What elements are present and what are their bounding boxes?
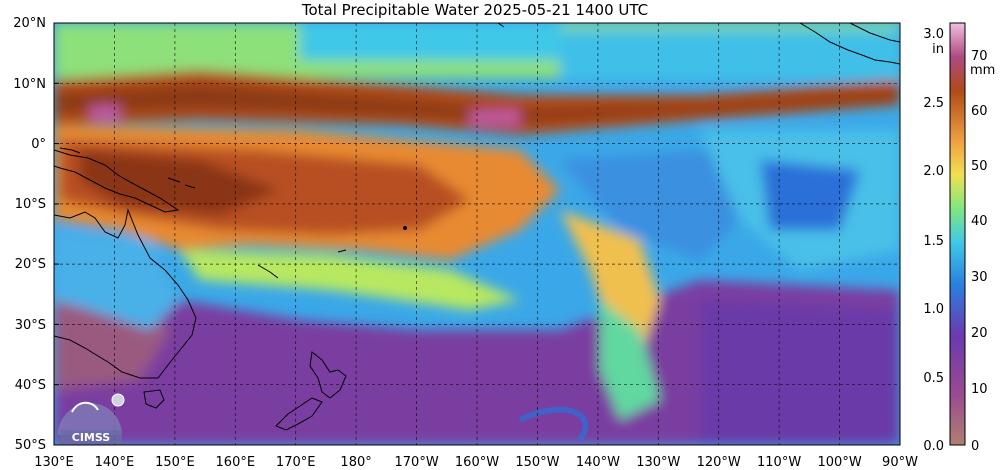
lon-label: 100°W xyxy=(818,455,862,470)
central-america-coast xyxy=(799,23,900,65)
new-caledonia-coast xyxy=(257,264,279,279)
mm-tick: 60 xyxy=(971,104,988,119)
map-frame xyxy=(53,22,901,446)
mm-tick: 70 xyxy=(971,49,988,64)
lat-label: 10°N xyxy=(13,77,46,92)
in-tick: 0.5 xyxy=(923,371,944,386)
logo-dome xyxy=(58,403,122,435)
in-tick: 2.5 xyxy=(923,96,944,111)
axis-ticks xyxy=(54,22,59,446)
logo-text: CIMSS xyxy=(72,431,111,444)
graticule xyxy=(54,23,900,445)
lat-label: 10°S xyxy=(15,197,46,212)
lon-label: 140°W xyxy=(576,455,620,470)
mm-tick: 20 xyxy=(971,326,988,341)
fiji-coast xyxy=(337,249,347,253)
lat-label: 50°S xyxy=(15,438,46,453)
lon-label: 130°W xyxy=(636,455,680,470)
new-guinea-north-coast xyxy=(59,147,81,154)
lat-label: 30°S xyxy=(15,318,46,333)
coastlines xyxy=(54,23,900,431)
in-tick: 3.0 xyxy=(923,27,944,42)
samoa-island xyxy=(403,226,407,230)
lon-label: 120°W xyxy=(697,455,741,470)
colorbar-in-unit: in xyxy=(932,42,944,57)
colorbar-inch-labels: 3.0 2.5 2.0 1.5 1.0 0.5 0.0 xyxy=(923,27,944,454)
lat-label: 20°N xyxy=(13,16,46,31)
in-tick: 1.0 xyxy=(923,302,944,317)
mm-tick: 30 xyxy=(971,270,988,285)
lon-label: 170°E xyxy=(276,455,316,470)
colorbar-mm-labels: 70 60 50 40 30 20 10 0 xyxy=(971,49,988,454)
colorbar: 3.0 2.5 2.0 1.5 1.0 0.5 0.0 in 70 60 50 … xyxy=(923,22,995,454)
new-zealand-north-coast xyxy=(309,351,347,399)
lat-label: 20°S xyxy=(15,257,46,272)
mm-tick: 0 xyxy=(971,439,979,454)
new-guinea-coast xyxy=(54,149,180,213)
lon-label: 150°W xyxy=(515,455,559,470)
lon-label: 130°E xyxy=(34,455,74,470)
colorbar-mm-unit: mm xyxy=(970,63,995,78)
lon-label: 90°W xyxy=(882,455,918,470)
cimss-logo: CIMSS xyxy=(58,393,125,444)
map-title: Total Precipitable Water 2025-05-21 1400… xyxy=(301,1,649,19)
hawaii-coast xyxy=(497,23,505,28)
lat-label: 0° xyxy=(31,137,46,152)
lat-label: 40°S xyxy=(15,378,46,393)
lon-label: 140°E xyxy=(95,455,135,470)
lon-label: 180° xyxy=(340,455,371,470)
longitude-labels: 130°E 140°E 150°E 160°E 170°E 180° 170°W… xyxy=(34,455,918,470)
lon-label: 170°W xyxy=(395,455,439,470)
in-tick: 0.0 xyxy=(923,439,944,454)
cyclone-swirl xyxy=(518,406,589,442)
swirl-icon xyxy=(71,401,99,413)
lon-label: 160°E xyxy=(216,455,256,470)
lon-label: 150°E xyxy=(155,455,195,470)
mm-tick: 40 xyxy=(971,214,988,229)
logo-banner xyxy=(60,430,122,444)
lon-label: 110°W xyxy=(757,455,801,470)
australia-coast xyxy=(54,208,197,379)
mexico-coast xyxy=(849,23,900,43)
tasmania-coast xyxy=(143,389,165,409)
mm-tick: 10 xyxy=(971,382,988,397)
lon-label: 160°W xyxy=(455,455,499,470)
mm-tick: 50 xyxy=(971,159,988,174)
in-tick: 2.0 xyxy=(923,164,944,179)
solomon-islands-coast xyxy=(167,177,196,189)
latitude-labels: 20°N 10°N 0° 10°S 20°S 30°S 40°S 50°S xyxy=(13,16,46,453)
globe-icon xyxy=(111,393,125,407)
in-tick: 1.5 xyxy=(923,234,944,249)
colorbar-gradient xyxy=(949,22,966,446)
